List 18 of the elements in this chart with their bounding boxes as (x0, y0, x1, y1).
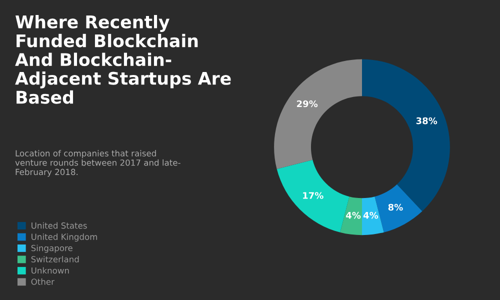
data-label: 29% (297, 100, 318, 108)
data-label: 4% (363, 212, 378, 219)
text: Location of companies that raised venture rounds between 2017 and late- February 2018. (15, 150, 180, 177)
data-label: 38% (416, 117, 438, 124)
data-label: 17% (303, 192, 324, 199)
donut-slice (362, 59, 450, 212)
legend-label: Switzerland (31, 256, 79, 262)
data-label: 4% (346, 212, 361, 219)
donut-slice (340, 196, 362, 236)
legend-label: United Kingdom (32, 234, 98, 242)
legend-label: Singapore (31, 244, 72, 253)
donut-slice (362, 196, 384, 236)
chart-title: Where Recently Funded Blockchain And Blockchain- Adjacent Startups Are Based (15, 15, 231, 104)
legend-label: Other (31, 278, 54, 285)
legend-label: Unknown (32, 267, 69, 274)
legend-label: United States (32, 222, 87, 229)
data-label: 8% (388, 204, 403, 211)
donut-slice (274, 59, 362, 170)
